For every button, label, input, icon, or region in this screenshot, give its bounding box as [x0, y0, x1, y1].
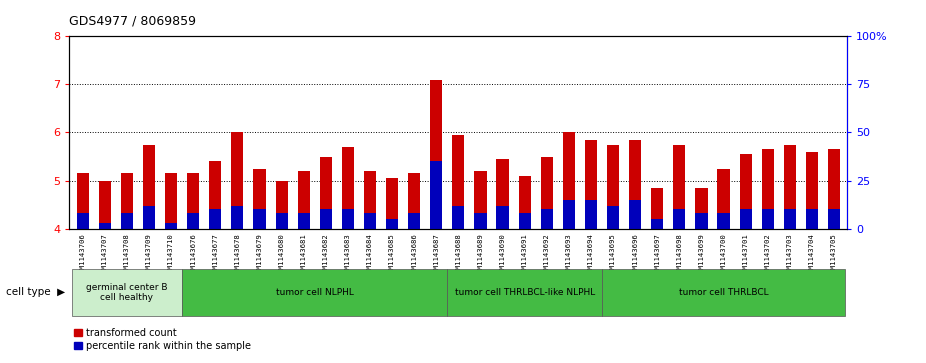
Bar — [99, 223, 111, 229]
Bar — [828, 209, 840, 229]
Bar — [629, 140, 641, 229]
Bar — [673, 209, 685, 229]
Bar — [408, 174, 420, 229]
Bar — [209, 209, 221, 229]
Bar — [563, 200, 575, 229]
Bar — [806, 152, 818, 229]
Bar — [452, 205, 465, 229]
Bar — [386, 178, 398, 229]
Text: germinal center B
cell healthy: germinal center B cell healthy — [86, 282, 168, 302]
Text: tumor cell THRLBCL-like NLPHL: tumor cell THRLBCL-like NLPHL — [455, 288, 594, 297]
Bar — [607, 205, 619, 229]
Bar — [651, 219, 663, 229]
Bar — [165, 174, 177, 229]
Bar — [474, 171, 486, 229]
Text: tumor cell NLPHL: tumor cell NLPHL — [276, 288, 354, 297]
Bar — [496, 159, 508, 229]
Bar — [187, 213, 199, 229]
Bar — [431, 79, 443, 229]
Text: tumor cell THRLBCL: tumor cell THRLBCL — [679, 288, 769, 297]
Bar — [77, 213, 89, 229]
Bar — [695, 213, 707, 229]
Bar — [254, 168, 266, 229]
Bar — [695, 188, 707, 229]
Bar — [585, 200, 597, 229]
Bar — [519, 213, 531, 229]
Bar — [99, 180, 111, 229]
Bar — [232, 205, 244, 229]
Bar — [120, 174, 133, 229]
Bar — [541, 209, 553, 229]
Bar — [673, 144, 685, 229]
Bar — [762, 209, 774, 229]
Bar — [408, 213, 420, 229]
Bar — [297, 171, 310, 229]
Bar — [740, 154, 752, 229]
Bar — [254, 209, 266, 229]
Bar — [77, 174, 89, 229]
Bar — [209, 161, 221, 229]
Bar — [496, 205, 508, 229]
Text: GDS4977 / 8069859: GDS4977 / 8069859 — [69, 15, 196, 28]
Bar — [651, 188, 663, 229]
Bar — [519, 176, 531, 229]
Bar — [718, 213, 730, 229]
Bar — [585, 140, 597, 229]
Bar — [452, 135, 465, 229]
Bar — [474, 213, 486, 229]
Bar — [541, 156, 553, 229]
Bar — [342, 147, 354, 229]
Bar — [319, 209, 332, 229]
Bar — [143, 205, 155, 229]
Bar — [297, 213, 310, 229]
Bar — [806, 209, 818, 229]
Bar — [563, 132, 575, 229]
Bar — [319, 156, 332, 229]
Bar — [783, 209, 796, 229]
Bar — [232, 132, 244, 229]
Bar — [276, 213, 288, 229]
Bar — [740, 209, 752, 229]
Bar — [718, 168, 730, 229]
Bar — [828, 149, 840, 229]
Bar — [364, 171, 376, 229]
Text: cell type  ▶: cell type ▶ — [6, 287, 65, 297]
Bar — [364, 213, 376, 229]
Bar — [447, 269, 602, 316]
Bar — [276, 180, 288, 229]
Bar — [71, 269, 182, 316]
Bar — [783, 144, 796, 229]
Bar — [602, 269, 845, 316]
Bar — [120, 213, 133, 229]
Bar — [342, 209, 354, 229]
Legend: transformed count, percentile rank within the sample: transformed count, percentile rank withi… — [74, 328, 251, 351]
Bar — [762, 149, 774, 229]
Bar — [431, 161, 443, 229]
Bar — [607, 144, 619, 229]
Bar — [182, 269, 447, 316]
Bar — [386, 219, 398, 229]
Bar — [165, 223, 177, 229]
Bar — [187, 174, 199, 229]
Bar — [143, 144, 155, 229]
Bar — [629, 200, 641, 229]
